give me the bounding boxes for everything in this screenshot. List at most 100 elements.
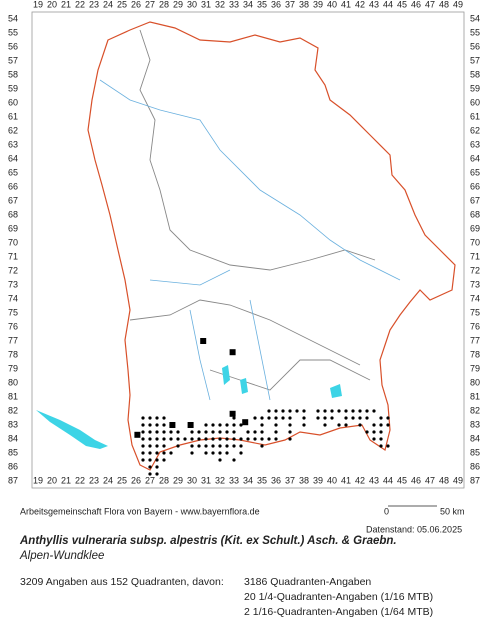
occurrence-dot [344,423,348,427]
occurrence-dot [204,451,208,455]
x-grid-label: 23 [89,475,99,485]
x-grid-label: 37 [285,475,295,485]
occurrence-dot [204,423,208,427]
occurrence-dot [141,444,145,448]
x-grid-label: 24 [103,0,113,9]
occurrence-dot [274,409,278,413]
y-grid-label: 81 [8,391,18,401]
x-grid-label: 33 [229,0,239,9]
y-grid-label: 60 [8,97,18,107]
y-grid-label: 77 [470,335,480,345]
y-grid-label: 69 [8,223,18,233]
occurrence-dot [239,437,243,441]
occurrence-dot [316,409,320,413]
occurrence-dot [281,409,285,413]
occurrence-dot [169,437,173,441]
occurrence-dot [148,458,152,462]
occurrence-dot [323,409,327,413]
y-grid-label: 80 [8,377,18,387]
occurrence-dot [379,444,383,448]
state-border [87,21,456,471]
y-grid-label: 67 [8,195,18,205]
x-grid-label: 31 [201,475,211,485]
occurrence-dot [225,451,229,455]
x-grid-label: 22 [75,0,85,9]
occurrence-dot [211,430,215,434]
occurrence-dot [274,416,278,420]
x-grid-label: 21 [61,475,71,485]
occurrence-dot [204,437,208,441]
y-grid-label: 57 [8,55,18,65]
occurrence-dot [302,409,306,413]
y-grid-label: 82 [470,405,480,415]
y-grid-label: 70 [470,237,480,247]
occurrence-dot [372,409,376,413]
occurrence-dot [288,423,292,427]
occurrence-dot [225,444,229,448]
occurrence-dot [351,409,355,413]
x-grid-label: 38 [299,475,309,485]
x-grid-label: 20 [47,0,57,9]
x-grid-label: 19 [33,0,43,9]
x-grid-label: 32 [215,475,225,485]
x-grid-label: 40 [327,0,337,9]
x-grid-label: 44 [383,0,393,9]
occurrence-dot [232,437,236,441]
x-grid-label: 33 [229,475,239,485]
occurrence-dot [239,444,243,448]
x-grid-label: 48 [439,0,449,9]
occurrence-dot [372,430,376,434]
occurrence-dot [141,416,145,420]
occurrence-dot [379,423,383,427]
x-grid-label: 41 [341,475,351,485]
occurrence-dot [141,458,145,462]
y-grid-label: 77 [8,335,18,345]
occurrence-dot [379,416,383,420]
occurrence-dot [211,444,215,448]
occurrence-dot [337,423,341,427]
x-grid-label: 29 [173,0,183,9]
y-grid-label: 75 [470,307,480,317]
occurrence-dot [288,416,292,420]
x-grid-label: 24 [103,475,113,485]
y-grid-label: 87 [470,475,480,485]
x-grid-label: 28 [159,475,169,485]
occurrence-dot [323,416,327,420]
x-grid-label: 31 [201,0,211,9]
y-grid-label: 58 [470,69,480,79]
x-grid-label: 45 [397,0,407,9]
occurrences [134,338,390,476]
count: 2 1/16-Quadranten-Angaben (1/64 MTB) [244,606,433,618]
x-grid-label: 38 [299,0,309,9]
occurrence-dot [302,423,306,427]
occurrence-dot [351,416,355,420]
occurrence-dot [155,444,159,448]
y-grid-label: 55 [8,27,18,37]
occurrence-dot [155,465,159,469]
occurrence-dot [141,437,145,441]
occurrence-dot [148,472,152,476]
map-frame [31,11,465,489]
y-grid-label: 72 [470,265,480,275]
occurrence-dot [295,409,299,413]
x-grid-label: 26 [131,475,141,485]
occurrence-square [229,410,236,417]
scale-start: 0 [384,506,389,516]
x-grid-label: 27 [145,475,155,485]
y-grid-label: 87 [8,475,18,485]
occurrence-dot [141,423,145,427]
occurrence-dot [281,416,285,420]
occurrence-dot [323,423,327,427]
x-grid-label: 45 [397,475,407,485]
occurrence-dot [365,430,369,434]
occurrence-dot [372,437,376,441]
y-grid-label: 66 [8,181,18,191]
x-grid-label: 49 [453,475,463,485]
x-grid-label: 41 [341,0,351,9]
occurrence-dot [162,444,166,448]
x-grid-label: 44 [383,475,393,485]
y-grid-label: 54 [8,13,18,23]
occurrence-dot [190,430,194,434]
occurrence-dot [267,416,271,420]
occurrence-dot [190,451,194,455]
